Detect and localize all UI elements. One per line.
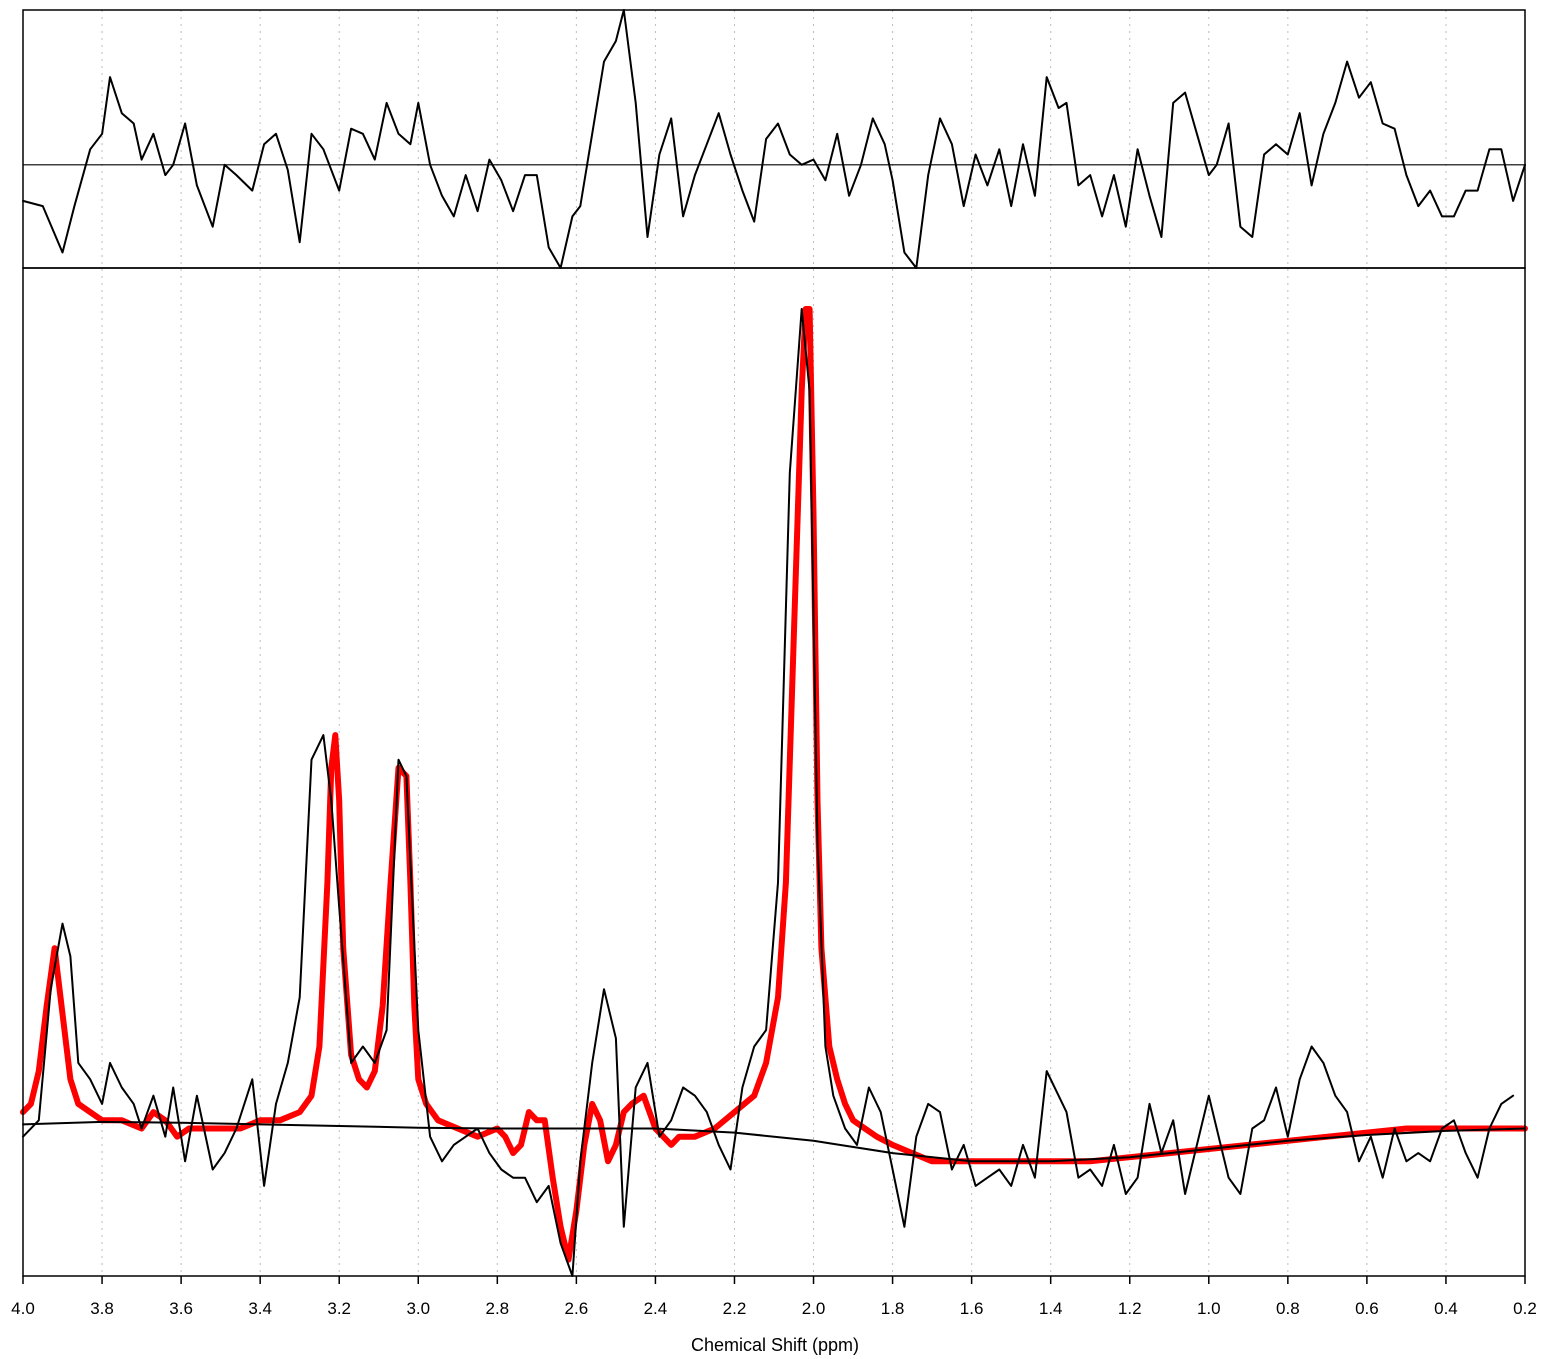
x-tick-label: 3.6 (169, 1299, 193, 1318)
series-layer (20, 9, 1528, 1277)
x-axis-ticks: 4.0 3.8 3.6 3.4 3.2 3.0 2.8 2.6 2.4 2.2 2.0 1.8 1.6 1… (11, 1276, 1537, 1318)
x-tick-label: 2.2 (723, 1299, 747, 1318)
x-tick-label: 3.2 (327, 1299, 351, 1318)
x-axis-label: Chemical Shift (ppm) (691, 1335, 859, 1355)
residual-line-line (22, 9, 1526, 269)
x-tick-label: 2.8 (485, 1299, 509, 1318)
residual-panel-frame (22, 9, 1526, 269)
x-tick-label: 0.6 (1355, 1299, 1379, 1318)
x-tick-label: 1.6 (960, 1299, 984, 1318)
x-tick-label: 4.0 (11, 1299, 35, 1318)
x-tick-label: 1.2 (1118, 1299, 1142, 1318)
x-tick-label: 0.4 (1434, 1299, 1458, 1318)
x-tick-label: 3.4 (248, 1299, 272, 1318)
x-tick-label: 2.0 (802, 1299, 826, 1318)
spectrum-baseline-line (22, 1120, 1526, 1163)
x-tick-label: 0.8 (1276, 1299, 1300, 1318)
x-tick-label: 3.8 (90, 1299, 114, 1318)
x-tick-label: 2.4 (644, 1299, 668, 1318)
x-tick-label: 2.6 (565, 1299, 589, 1318)
x-tick-label: 0.2 (1513, 1299, 1537, 1318)
x-tick-label: 1.4 (1039, 1299, 1063, 1318)
vertical-grid-lines (101, 10, 1447, 1276)
spectrum-panel-frame (22, 267, 1526, 1277)
spectrum-fit-line (20, 306, 1528, 1263)
x-tick-label: 1.8 (881, 1299, 905, 1318)
spectrum-data-line (22, 308, 1515, 1277)
x-tick-label: 1.0 (1197, 1299, 1221, 1318)
x-tick-label: 3.0 (406, 1299, 430, 1318)
